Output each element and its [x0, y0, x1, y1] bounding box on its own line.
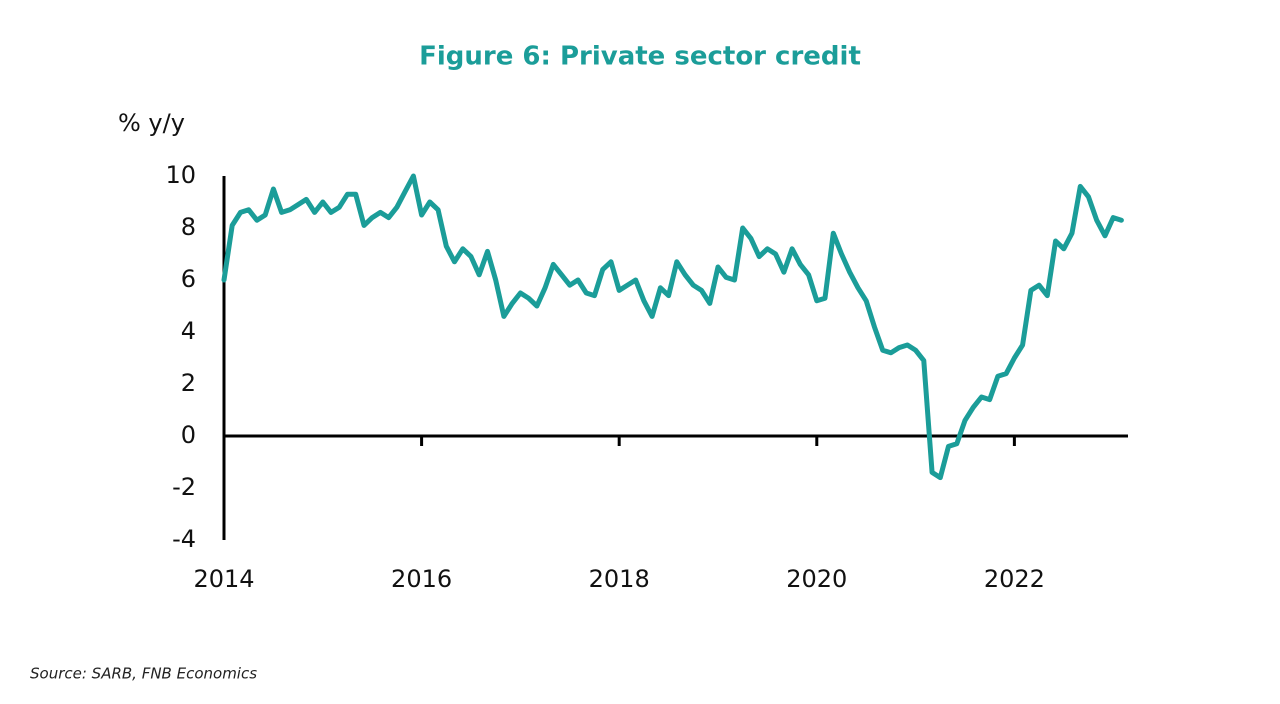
y-tick-label: -2: [172, 473, 196, 501]
source-note: Source: SARB, FNB Economics: [30, 665, 257, 683]
y-tick-label: -4: [172, 525, 196, 553]
y-tick-label: 0: [181, 421, 196, 449]
data-line: [221, 173, 1124, 481]
y-tick-label: 10: [165, 161, 196, 189]
x-tick-label: 2020: [786, 565, 847, 593]
y-tick-label: 6: [181, 265, 196, 293]
y-tick-label: 2: [181, 369, 196, 397]
y-tick-label: 8: [181, 213, 196, 241]
x-tick-label: 2022: [984, 565, 1045, 593]
y-tick-label: 4: [181, 317, 196, 345]
x-tick-label: 2018: [589, 565, 650, 593]
x-tick-label: 2014: [193, 565, 254, 593]
x-tick-label: 2016: [391, 565, 452, 593]
chart-title: Figure 6: Private sector credit: [419, 42, 861, 72]
y-axis-label: % y/y: [118, 109, 185, 137]
